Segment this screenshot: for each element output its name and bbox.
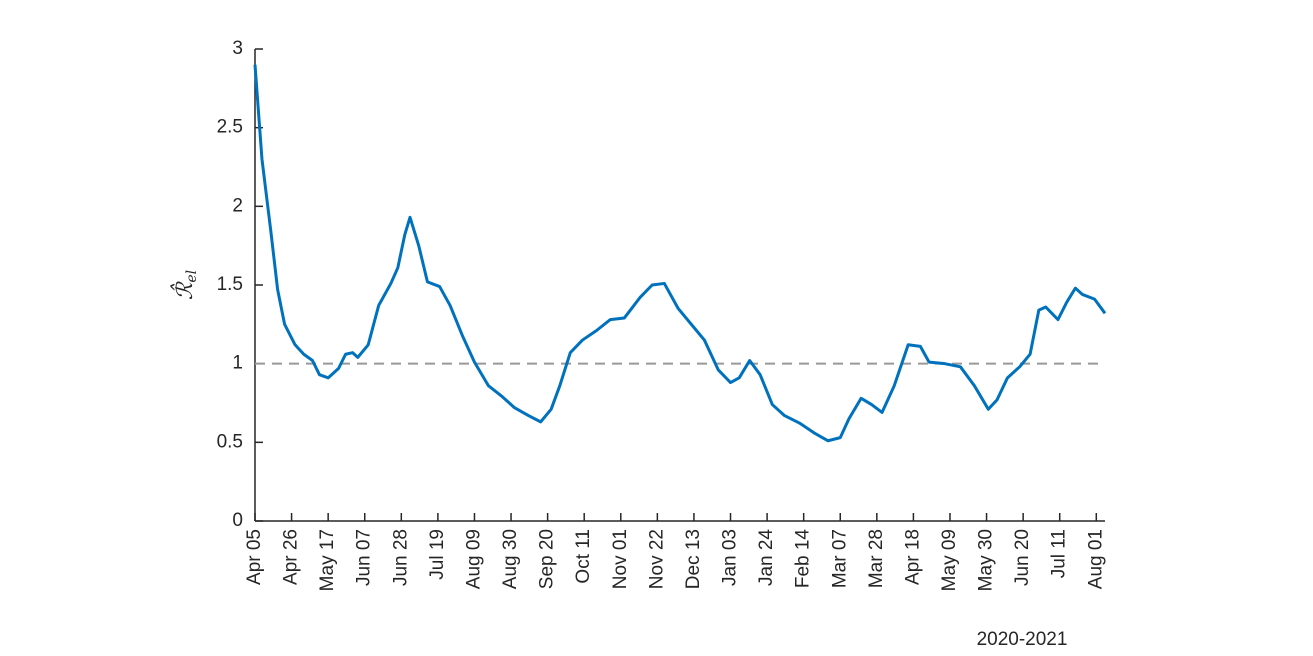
y-tick-label: 0.5	[217, 431, 243, 452]
x-tick-label: Apr 05	[244, 529, 265, 585]
x-tick-label: Jan 03	[720, 529, 741, 586]
y-axis-label-subscript: el	[184, 270, 200, 283]
x-tick-label: Mar 28	[866, 529, 887, 588]
y-axis-label-symbol: ℛ̂	[170, 281, 198, 300]
x-tick-label: May 09	[939, 529, 960, 591]
x-tick-label: May 17	[317, 529, 338, 591]
x-tick-label: Jun 28	[390, 529, 411, 586]
x-tick-label: Apr 26	[281, 529, 302, 585]
y-tick-label: 3	[232, 38, 243, 59]
y-tick-label: 1.5	[217, 274, 243, 295]
y-tick-label: 2	[232, 195, 243, 216]
x-tick-label: Feb 14	[793, 529, 814, 589]
y-tick-label: 0	[232, 510, 243, 531]
x-tick-label: Sep 20	[537, 529, 558, 589]
x-tick-label: Aug 01	[1085, 529, 1106, 589]
x-tick-label: Jul 19	[427, 529, 448, 580]
y-axis-label-group: ℛ̂el	[170, 270, 200, 300]
x-tick-label: Nov 22	[646, 529, 667, 589]
y-tick-label: 2.5	[217, 117, 243, 138]
x-tick-label: Apr 18	[902, 529, 923, 585]
x-tick-label: Jul 11	[1049, 529, 1070, 578]
x-tick-label: Jan 24	[756, 529, 777, 586]
x-tick-label: Dec 13	[683, 529, 704, 589]
y-tick-label: 1	[232, 353, 243, 374]
x-tick-label: Oct 11	[573, 529, 594, 584]
x-tick-label: Jun 20	[1012, 529, 1033, 586]
x-tick-label: Aug 30	[500, 529, 521, 589]
x-tick-label: Aug 09	[463, 529, 484, 589]
x-tick-label: Nov 01	[610, 529, 631, 589]
x-tick-label: Mar 07	[829, 529, 850, 588]
x-tick-label: Jun 07	[354, 529, 375, 586]
x-tick-label: May 30	[976, 529, 997, 591]
line-series	[253, 64, 1107, 443]
y-axis-label: ℛ̂el	[170, 270, 200, 300]
x-axis-label: 2020-2021	[977, 629, 1068, 650]
